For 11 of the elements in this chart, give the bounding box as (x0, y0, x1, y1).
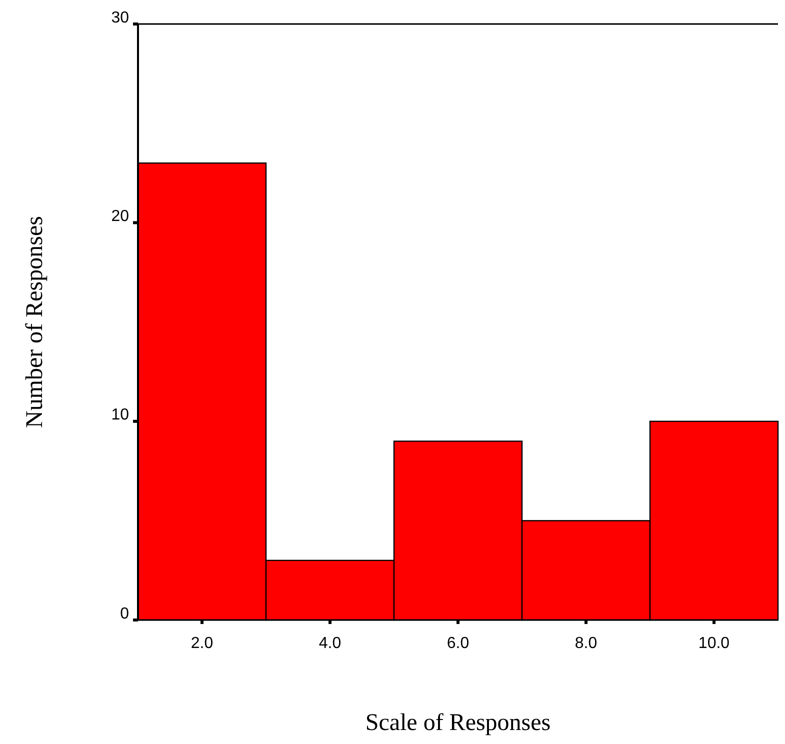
x-tick-label: 2.0 (190, 635, 214, 652)
x-tick-label: 4.0 (318, 635, 342, 652)
x-axis-title: Scale of Responses (365, 710, 551, 736)
y-tick-label: 10 (111, 406, 130, 424)
x-tick-label: 10.0 (698, 635, 730, 652)
x-tick-label: 6.0 (446, 635, 470, 652)
y-tick-label: 20 (111, 208, 130, 226)
x-tick-label: 8.0 (574, 635, 598, 652)
y-tick-label: 0 (120, 605, 130, 622)
y-tick-label: 30 (111, 9, 130, 26)
y-axis-title: Number of Responses (22, 216, 48, 428)
